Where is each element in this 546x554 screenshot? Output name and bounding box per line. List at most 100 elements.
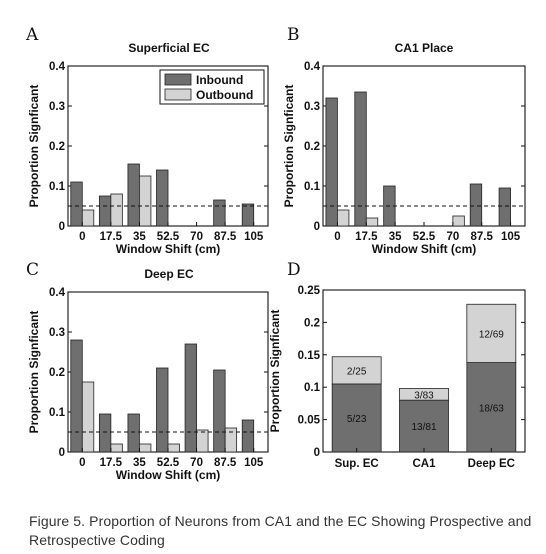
y-tick-label: 0.3 [304, 101, 320, 113]
y-tick-label: 0.3 [49, 327, 65, 339]
bar-inbound [184, 343, 197, 453]
bar-outbound [139, 175, 152, 227]
x-tick-label: 35 [133, 457, 146, 469]
bar-outbound [139, 443, 152, 453]
y-tick-label: 0.15 [298, 350, 321, 362]
bar-outbound [167, 443, 180, 453]
stacked-bar-outbound [399, 388, 449, 401]
y-axis-label: Proportion Signficant [268, 310, 282, 433]
bar-outbound [365, 217, 379, 227]
bar-outbound [81, 209, 95, 227]
bar-inbound [98, 413, 112, 453]
x-tick-label: 70 [446, 231, 459, 243]
x-axis-label: Window Shift (cm) [116, 468, 221, 482]
y-tick-label: 0.3 [49, 101, 65, 113]
legend-label-outbound: Outbound [196, 88, 253, 102]
panel-letter: A [25, 25, 39, 45]
y-axis-label: Proportion Signficant [282, 85, 296, 208]
panel-letter: C [26, 260, 39, 280]
bar-inbound [469, 183, 483, 227]
x-tick-label: 35 [389, 231, 402, 243]
y-tick-label: 0.25 [298, 285, 321, 297]
x-tick-label: 0 [334, 231, 340, 243]
y-axis-label: Proportion Signficant [27, 85, 41, 208]
bar-inbound [213, 369, 226, 453]
y-tick-label: 0.4 [304, 61, 321, 73]
x-tick-label: 0 [79, 457, 85, 469]
legend-label-inbound: Inbound [196, 73, 243, 87]
x-tick-label: 105 [501, 231, 521, 243]
x-tick-label: 0 [79, 231, 85, 243]
bar-inbound [498, 187, 511, 227]
bar-outbound [196, 429, 209, 453]
bar-inbound [98, 195, 112, 227]
figure-caption: Figure 5. Proportion of Neurons from CA1… [29, 513, 532, 548]
bar-inbound [354, 91, 367, 227]
chart-panel-d: D 0 0.05 0.1 0.15 0.2 0.25 Proportion Signfican… [268, 260, 526, 470]
y-axis-label: Proportion Signficant [27, 311, 41, 434]
bar-count-label: 12/69 [479, 329, 504, 340]
x-axis-label: Window Shift (cm) [116, 242, 221, 256]
bar-inbound [156, 367, 169, 453]
x-tick-label: CA1 [412, 458, 436, 470]
bar-inbound [70, 339, 83, 453]
legend-swatch-outbound [164, 88, 192, 101]
bar-inbound [70, 181, 83, 227]
bar-outbound [337, 209, 350, 227]
chart-panel-a: A Superficial EC 0 0.1 0.2 0.3 0.4 Proportion S… [25, 25, 269, 256]
x-tick-label: 105 [244, 457, 264, 469]
x-tick-label: 17.5 [355, 231, 378, 243]
y-tick-label: 0.1 [49, 181, 66, 193]
figure: A Superficial EC 0 0.1 0.2 0.3 0.4 Proportion S… [25, 25, 526, 482]
bar-inbound [127, 163, 140, 227]
bar-count-label: 5/23 [347, 414, 367, 425]
x-tick-label: 17.5 [100, 457, 123, 469]
bar-inbound [156, 169, 169, 227]
y-tick-label: 0 [59, 221, 65, 233]
y-tick-label: 0.4 [49, 61, 66, 73]
bar-outbound [452, 215, 465, 227]
x-tick-label: 87.5 [471, 231, 494, 243]
y-tick-label: 0.2 [304, 317, 320, 329]
chart-title: Superficial EC [128, 41, 210, 55]
x-tick-label: 87.5 [214, 457, 237, 469]
y-tick-label: 0.1 [304, 382, 321, 394]
y-tick-label: 0.1 [49, 407, 66, 419]
y-tick-label: 0 [314, 221, 320, 233]
x-tick-label: 52.5 [413, 231, 436, 243]
y-tick-label: 0.4 [49, 287, 66, 299]
chart-panel-c: C Deep EC 0 0.1 0.2 0.3 0.4 Proportion Signfica… [26, 260, 269, 482]
x-tick-label: Deep EC [468, 458, 515, 470]
bar-count-label: 2/25 [347, 366, 367, 377]
bar-outbound [110, 443, 123, 453]
bar-inbound [241, 203, 255, 227]
y-tick-label: 0.1 [304, 181, 321, 193]
x-tick-label: 52.5 [157, 457, 180, 469]
chart-title: Deep EC [144, 267, 194, 281]
stacked-bar-outbound [466, 303, 517, 363]
bar-count-label: 13/81 [411, 422, 436, 433]
x-tick-label: 70 [190, 457, 203, 469]
bar-count-label: 18/63 [479, 403, 504, 414]
x-tick-label: 52.5 [157, 231, 180, 243]
x-tick-label: 70 [190, 231, 203, 243]
bar-inbound [241, 419, 255, 453]
x-axis-label: Window Shift (cm) [372, 242, 477, 256]
chart-panel-b: B CA1 Place 0 0.1 0.2 0.3 0.4 Proportion Signfi… [282, 25, 526, 256]
stacked-bar-inbound [399, 399, 449, 453]
bar-outbound [81, 381, 95, 453]
stacked-bar-inbound [331, 383, 382, 453]
bar-inbound [213, 199, 226, 227]
stacked-bar-outbound [331, 356, 382, 385]
bar-inbound [325, 97, 338, 227]
y-tick-label: 0.05 [298, 415, 321, 427]
y-tick-label: 0.2 [49, 367, 65, 379]
bar-outbound [110, 193, 123, 227]
y-tick-label: 0 [59, 447, 65, 459]
panel-letter: B [287, 25, 300, 45]
chart-title: CA1 Place [395, 41, 454, 55]
y-tick-label: 0 [314, 447, 320, 459]
y-tick-label: 0.2 [49, 141, 65, 153]
x-tick-label: Sup. EC [335, 458, 379, 470]
